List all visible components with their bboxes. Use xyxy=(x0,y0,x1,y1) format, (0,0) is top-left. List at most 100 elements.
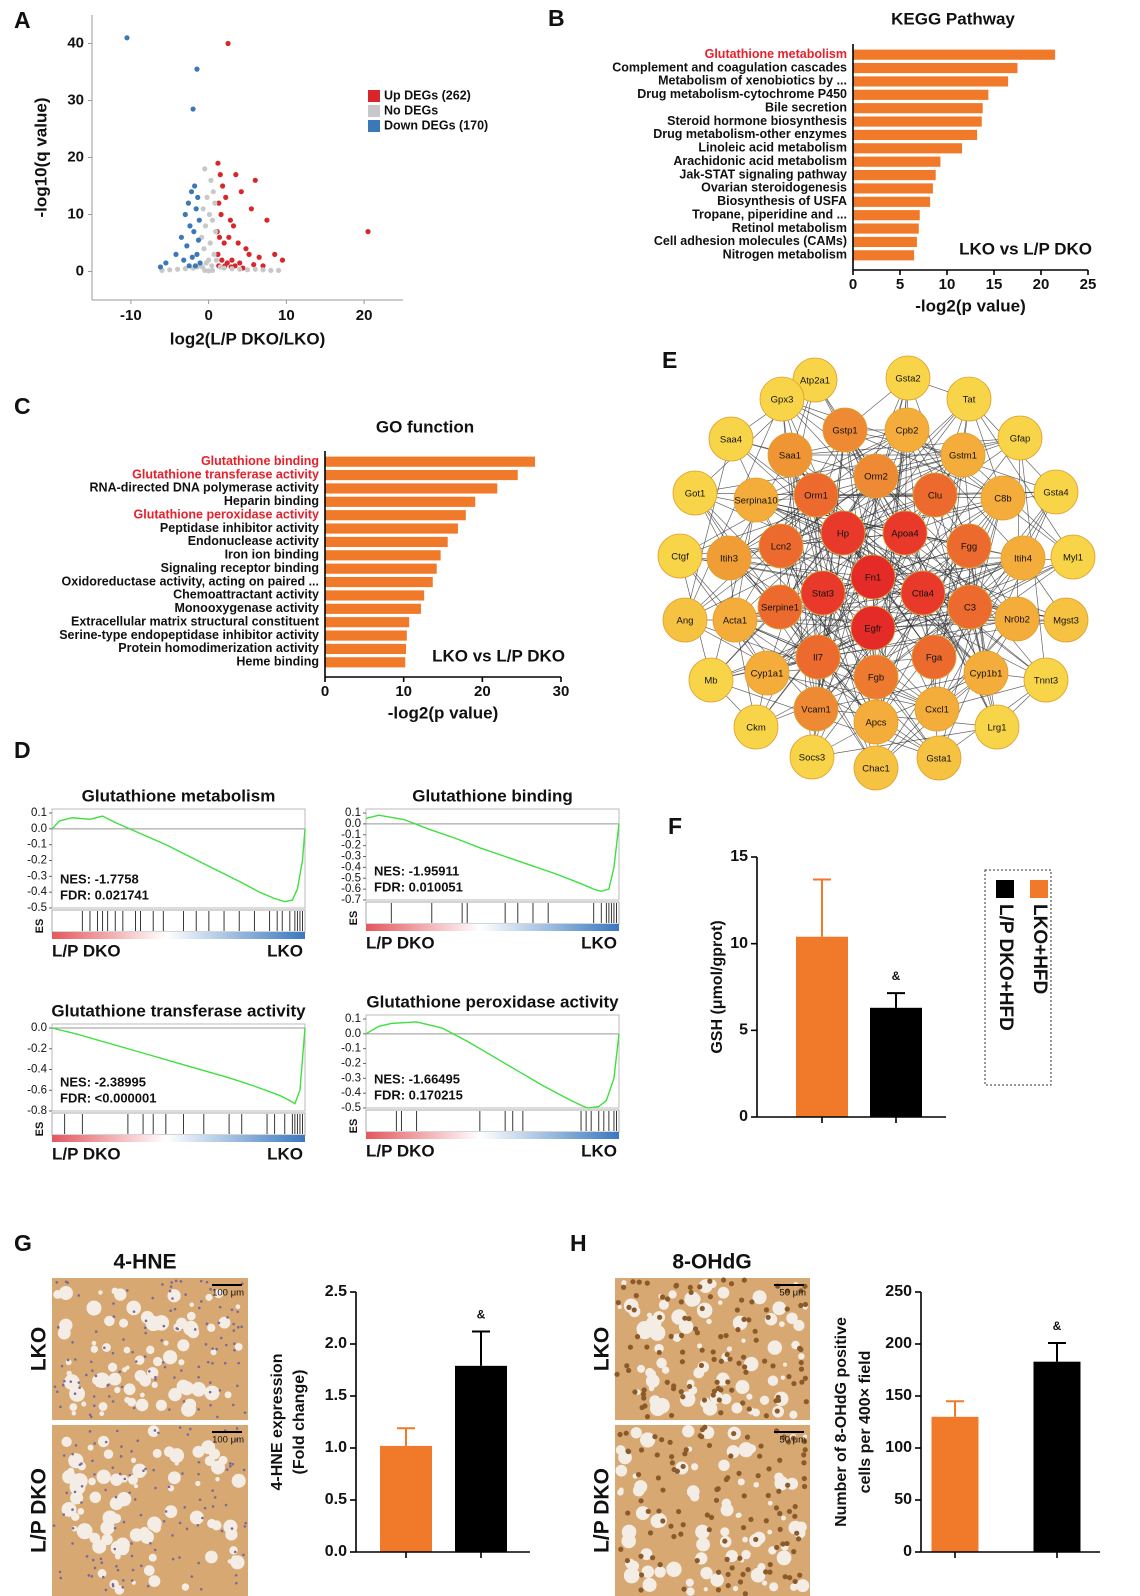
point xyxy=(193,206,199,212)
micrograph-nucleus xyxy=(230,1527,234,1530)
y-tick-label: -0.2 xyxy=(341,840,361,852)
y-axis-label: Number of 8-OHdG positive xyxy=(833,1317,850,1527)
micrograph-nucleus xyxy=(708,1514,715,1520)
y-tick-label: -0.6 xyxy=(341,883,361,895)
micrograph-nucleus xyxy=(91,1369,94,1372)
micrograph-nucleus xyxy=(130,1554,134,1558)
micrograph-nucleus xyxy=(777,1457,783,1463)
micrograph-nucleus xyxy=(698,1362,705,1368)
micrograph-nucleus xyxy=(623,1430,629,1436)
category-label: RNA-directed DNA polymerase activity xyxy=(90,481,320,495)
node-label: Chac1 xyxy=(862,764,889,775)
micrograph-nucleus xyxy=(625,1448,631,1454)
micrograph-nucleus xyxy=(711,1356,717,1362)
bar xyxy=(325,550,441,561)
point xyxy=(221,240,227,246)
micrograph-vacuole xyxy=(782,1362,787,1367)
micrograph-vacuole xyxy=(640,1432,656,1448)
micrograph-nucleus xyxy=(136,1439,140,1443)
micrograph-vacuole xyxy=(642,1326,647,1332)
micrograph-nucleus xyxy=(170,1281,174,1284)
scale-bar-label: 50 μm xyxy=(779,1288,806,1299)
category-label: Oxidoreductase activity, acting on paire… xyxy=(62,574,319,588)
micrograph-nucleus xyxy=(725,1583,731,1589)
micrograph-nucleus xyxy=(801,1452,807,1458)
micrograph-nucleus xyxy=(66,1358,70,1362)
micrograph-vacuole xyxy=(752,1290,767,1305)
micrograph-nucleus xyxy=(678,1299,684,1305)
micrograph-vacuole xyxy=(116,1491,132,1507)
micrograph-vacuole xyxy=(717,1286,730,1299)
bar xyxy=(853,183,933,194)
network-node xyxy=(963,650,1009,696)
micrograph-nucleus xyxy=(657,1314,663,1320)
micrograph-nucleus xyxy=(753,1337,759,1343)
y-tick-label: 0 xyxy=(903,1543,912,1560)
category-label: Nitrogen metabolism xyxy=(723,248,847,262)
micrograph-nucleus xyxy=(88,1430,92,1433)
micrograph-nucleus xyxy=(190,1575,194,1578)
micrograph-nucleus xyxy=(218,1389,222,1392)
bar xyxy=(325,657,406,668)
micrograph-nucleus xyxy=(237,1361,240,1365)
micrograph-nucleus xyxy=(121,1579,125,1582)
micrograph-nucleus xyxy=(688,1289,694,1296)
right-label: LKO xyxy=(267,941,303,960)
micrograph-nucleus xyxy=(680,1463,686,1470)
network-node xyxy=(767,432,813,478)
micrograph-vacuole xyxy=(700,1566,713,1580)
network-node xyxy=(822,407,868,453)
micrograph-nucleus xyxy=(161,1283,164,1286)
point xyxy=(182,266,188,272)
category-label: Peptidase inhibitor activity xyxy=(160,521,319,535)
y-tick-label: -0.5 xyxy=(27,902,47,914)
point xyxy=(197,260,203,266)
micrograph-nucleus xyxy=(55,1281,59,1284)
bar xyxy=(796,936,848,1117)
micrograph-nucleus xyxy=(233,1348,236,1352)
category-label: Biosynthesis of USFA xyxy=(717,194,847,208)
network-node xyxy=(850,554,896,600)
micrograph-nucleus xyxy=(669,1460,675,1466)
left-label: L/P DKO xyxy=(366,1141,435,1160)
micrograph-nucleus xyxy=(787,1575,793,1581)
node-label: Itih4 xyxy=(1014,554,1032,565)
micrograph-nucleus xyxy=(624,1557,631,1564)
network-edge xyxy=(728,557,938,710)
point xyxy=(227,217,233,223)
y-tick-label: 0.0 xyxy=(345,818,361,830)
point xyxy=(157,264,164,270)
micrograph-vacuole xyxy=(186,1311,196,1321)
point xyxy=(268,267,274,273)
micrograph-nucleus xyxy=(766,1466,772,1472)
micrograph-vacuole xyxy=(204,1385,220,1401)
micrograph-nucleus xyxy=(671,1533,677,1540)
point xyxy=(237,260,243,266)
network-edge xyxy=(755,499,874,578)
y-axis-label: -log10(q value) xyxy=(31,98,50,218)
y-tick-label: -0.7 xyxy=(341,894,361,906)
micrograph-nucleus xyxy=(715,1486,721,1492)
micrograph-vacuole xyxy=(102,1510,118,1526)
y-axis-label: cells per 400× field xyxy=(857,1351,874,1494)
point xyxy=(200,206,206,212)
point xyxy=(181,257,187,263)
bar xyxy=(325,536,448,548)
chart-title: KEGG Pathway xyxy=(891,9,1015,28)
micrograph-nucleus xyxy=(77,1294,81,1297)
category-label: Chemoattractant activity xyxy=(173,588,319,602)
y-tick-label: -0.4 xyxy=(341,861,361,873)
micrograph-vacuole xyxy=(621,1533,636,1549)
micrograph-nucleus xyxy=(56,1325,60,1329)
micrograph-vacuole xyxy=(77,1508,85,1515)
micrograph-vacuole xyxy=(720,1393,731,1405)
y-tick-label: 100 xyxy=(885,1439,912,1456)
micrograph-nucleus xyxy=(139,1513,143,1517)
micrograph-vacuole xyxy=(750,1567,766,1583)
row-label: LKO xyxy=(591,1327,614,1371)
micrograph-nucleus xyxy=(123,1477,127,1481)
micrograph-vacuole xyxy=(648,1385,655,1392)
micrograph-nucleus xyxy=(230,1308,234,1312)
micrograph-nucleus xyxy=(697,1433,703,1439)
bar xyxy=(853,143,963,154)
